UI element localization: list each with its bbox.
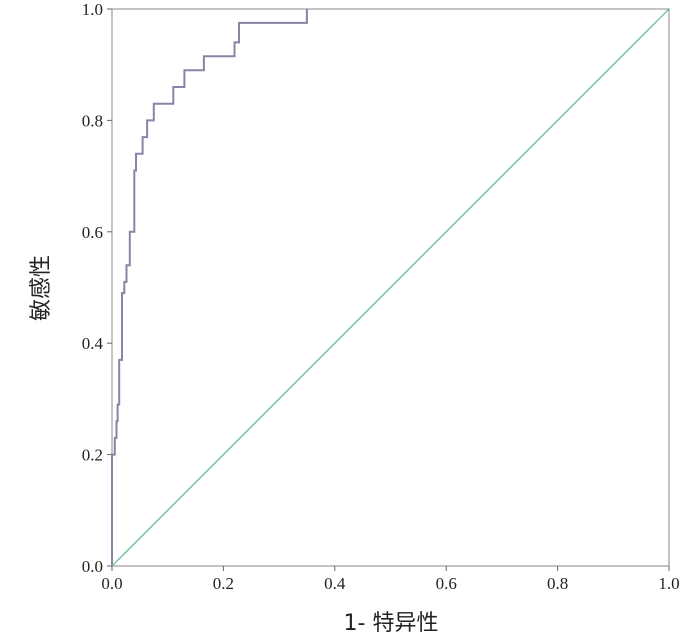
x-tick-label: 0.4 <box>324 574 346 593</box>
y-tick-label: 0.8 <box>82 111 103 130</box>
y-tick-label: 0.2 <box>82 446 103 465</box>
y-axis-label: 敏感性 <box>29 255 54 321</box>
y-tick-label: 0.0 <box>82 557 103 576</box>
x-tick-label: 0.0 <box>101 574 122 593</box>
y-tick-label: 0.6 <box>82 223 103 242</box>
x-tick-label: 1.0 <box>658 574 679 593</box>
x-tick-label: 0.6 <box>436 574 457 593</box>
x-tick-label: 0.8 <box>547 574 568 593</box>
reference-diagonal-line <box>111 8 670 567</box>
y-axis-ticks: 0.0 0.2 0.4 0.6 0.8 1.0 <box>82 0 112 576</box>
x-axis-label: 1- 特异性 <box>344 611 439 636</box>
plot-border <box>111 8 670 567</box>
x-axis-ticks: 0.0 0.2 0.4 0.6 0.8 1.0 <box>101 566 680 593</box>
x-tick-label: 0.2 <box>213 574 234 593</box>
series-layer <box>111 8 670 567</box>
roc-curve-line <box>111 9 308 566</box>
y-tick-label: 0.4 <box>82 334 104 353</box>
y-tick-label: 1.0 <box>82 0 103 19</box>
plot-frame <box>111 8 670 567</box>
